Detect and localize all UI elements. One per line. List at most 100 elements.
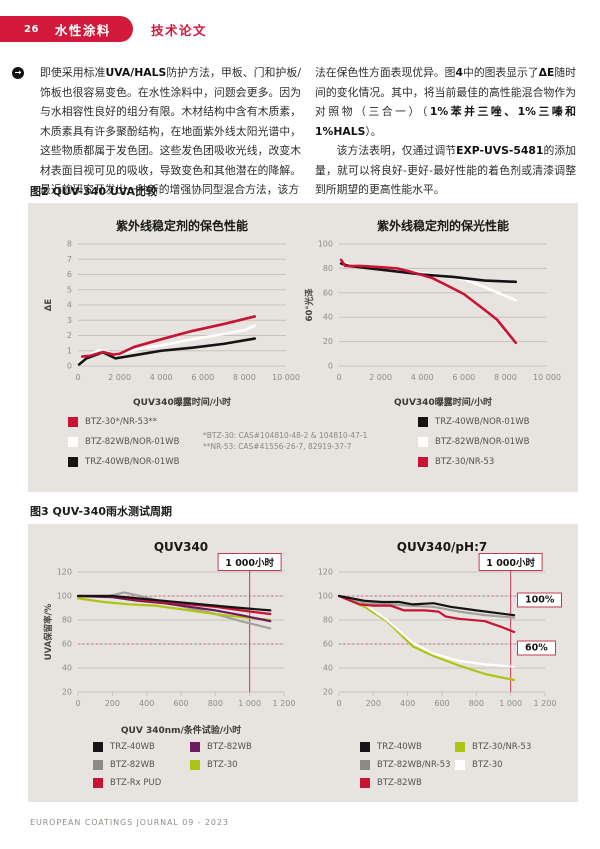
series-line-TRZ-40WB: [337, 594, 516, 617]
chart-plot-area: 0 20 40 60 80 100 0 2 000 4 000 6 000 8 000 10 000 6…: [303, 238, 564, 394]
series-line-TRZ-40WB: [76, 594, 272, 612]
y-tick-label: 100: [318, 592, 333, 601]
series-line-BTZ-30: [337, 594, 516, 668]
legend-swatch: [93, 778, 103, 788]
figure2-heading: 图2 QUV-340 UVA比较: [30, 185, 158, 198]
legend-item: BTZ-30: [455, 760, 545, 770]
text-segment: 该方法表明，仅通过调节: [336, 144, 457, 157]
figure2-footnote: *BTZ-30: CAS#104810-48-2 & 104810-47-1 **…: [203, 417, 418, 452]
x-tick-label: 600: [434, 699, 449, 708]
text-segment: 防护方法，甲板、门和护板/饰板也很容易变色。在水性涂料中，问题会更多。因为与水相…: [40, 66, 301, 196]
x-tick-label: 4 000: [411, 373, 434, 382]
x-tick-label: 600: [173, 699, 188, 708]
legend-item: BTZ-30/NR-53: [418, 457, 553, 467]
legend-label: BTZ-30: [207, 760, 238, 770]
footnote-line: **NR-53: CAS#41556-26-7, 82919-37-7: [203, 442, 352, 451]
y-axis-label: UVA保留率/%: [43, 603, 54, 660]
legend-item: BTZ-82WB: [190, 742, 280, 752]
x-axis-label: QUV340曝露时间/小时: [394, 398, 492, 408]
legend-label: BTZ-30/NR-53: [472, 742, 532, 752]
y-tick-label: 40: [323, 313, 333, 322]
y-tick-label: 100: [57, 592, 72, 601]
y-tick-label: 4: [67, 301, 72, 310]
legend-item: BTZ-82WB: [93, 760, 190, 770]
chart-svg: 20 40 60 80 100 120 0 200 400 600 800 1 000 1 200: [318, 568, 557, 709]
intro-paragraph-right-1: 法在保色性方面表现优异。图4中的图表显示了ΔE随时间的变化情况。其中，将当前最佳…: [315, 63, 576, 141]
x-tick-label: 10 000: [533, 373, 561, 382]
y-tick-label: 60: [323, 288, 333, 297]
chart-svg: 20 40 60 80 100 120 0 200 400 600 800 1 000 1 200 UVA…: [43, 568, 295, 709]
x-tick-label: 1 000: [499, 699, 522, 708]
text-segment: 4: [455, 66, 463, 79]
text-segment: 随时间的变化情况。其中，将当前最佳的高性能混合物作为对照物（三合一）（: [315, 66, 577, 118]
y-axis-label: ΔE: [44, 299, 54, 312]
x-tick-label: 400: [139, 699, 154, 708]
chart-svg: 0 20 40 60 80 100 0 2 000 4 000 6 000 8 000 10 000 6…: [304, 240, 561, 383]
legend-item: BTZ-30*/NR-53**: [68, 417, 203, 427]
y-tick-label: 0: [328, 362, 333, 371]
figure2-panel: 紫外线稳定剂的保色性能 0 1 2 3 4 5 6 7 8 0 2 000 4 000 6 000 8 00…: [28, 203, 578, 492]
y-tick-label: 40: [323, 664, 333, 673]
arrow-bullet-icon: →: [12, 67, 24, 79]
y-tick-label: 7: [67, 255, 72, 264]
legend-label: BTZ-82WB: [207, 742, 252, 752]
chart-annotation: 1 000小时: [478, 553, 544, 571]
x-tick-label: 8 000: [233, 373, 256, 382]
legend-label: BTZ-Rx PUD: [110, 778, 162, 788]
chart-annotation: 100%: [517, 592, 563, 608]
y-tick-label: 60: [62, 640, 72, 649]
figure2-charts-row: 紫外线稳定剂的保色性能 0 1 2 3 4 5 6 7 8 0 2 000 4 000 6 000 8 00…: [28, 203, 578, 408]
x-tick-label: 1 000: [238, 699, 261, 708]
intro-paragraph-right-2: 该方法表明，仅通过调节EXP-UVS-5481的添加量，就可以将良好-更好-最好…: [315, 141, 576, 200]
y-axis-label: 60°光泽: [304, 288, 315, 322]
x-tick-label: 2 000: [108, 373, 131, 382]
chart-plot-area: 0 1 2 3 4 5 6 7 8 0 2 000 4 000 6 000 8 000 10 000 ΔE: [42, 238, 303, 394]
x-tick-label: 10 000: [272, 373, 300, 382]
figure3-legend-right-col1: TRZ-40WB BTZ-82WB/NR-53 BTZ-82WB: [360, 742, 455, 796]
text-segment: UVA/HALS: [105, 66, 167, 79]
x-tick-label: 0: [336, 373, 341, 382]
x-tick-label: 4 000: [150, 373, 173, 382]
chart-annotation: 60%: [517, 640, 556, 656]
series-line-BTZ-30*/NR-53**: [80, 315, 257, 358]
legend-swatch: [190, 760, 200, 770]
y-tick-label: 120: [57, 568, 72, 577]
series-line-BTZ-30/NR-53: [339, 258, 518, 345]
x-axis-label: QUV340曝露时间/小时: [133, 398, 231, 408]
legend-swatch: [360, 778, 370, 788]
legend-item: BTZ-82WB/NOR-01WB: [418, 437, 553, 447]
chart-title: 紫外线稳定剂的保光性能: [376, 219, 509, 233]
legend-swatch: [68, 457, 78, 467]
legend-label: TRZ-40WB/NOR-01WB: [435, 417, 530, 427]
legend-item: BTZ-82WB: [360, 778, 455, 788]
figure3-legend-left-col1: TRZ-40WB BTZ-82WB BTZ-Rx PUD: [93, 742, 190, 796]
y-tick-label: 2: [67, 331, 72, 340]
text-segment: 即使采用标准: [40, 66, 106, 79]
y-tick-label: 3: [67, 316, 72, 325]
y-tick-label: 100: [318, 240, 333, 249]
x-axis-label: QUV 340nm/条件试验/小时: [120, 726, 242, 736]
footnote-line: *BTZ-30: CAS#104810-48-2 & 104810-47-1: [203, 431, 368, 440]
y-tick-label: 60: [323, 640, 333, 649]
x-tick-label: 2 000: [369, 373, 392, 382]
legend-label: TRZ-40WB/NOR-01WB: [85, 457, 180, 467]
text-segment: 法在保色性方面表现优异。图: [315, 66, 456, 79]
legend-item: TRZ-40WB/NOR-01WB: [418, 417, 553, 427]
text-segment: EXP-UVS-5481: [456, 144, 544, 157]
y-tick-label: 0: [67, 362, 72, 371]
legend-item: BTZ-82WB/NOR-01WB: [68, 437, 203, 447]
y-tick-label: 20: [323, 688, 333, 697]
legend-label: BTZ-30/NR-53: [435, 457, 495, 467]
y-tick-label: 6: [67, 270, 72, 279]
figure2-legend-right: TRZ-40WB/NOR-01WB BTZ-82WB/NOR-01WB BTZ-30…: [418, 417, 553, 477]
figure3-legend-right: TRZ-40WB BTZ-82WB/NR-53 BTZ-82WB BTZ-30/NR…: [360, 742, 545, 796]
legend-swatch: [418, 437, 428, 447]
masthead: 26 水性涂料 技术论文: [0, 16, 207, 42]
legend-label: BTZ-82WB: [377, 778, 422, 788]
x-tick-label: 8 000: [494, 373, 517, 382]
series-line-BTZ-82WB: [337, 594, 516, 634]
chart-title: 紫外线稳定剂的保色性能: [115, 219, 248, 233]
x-tick-label: 200: [105, 699, 120, 708]
x-tick-label: 0: [75, 373, 80, 382]
